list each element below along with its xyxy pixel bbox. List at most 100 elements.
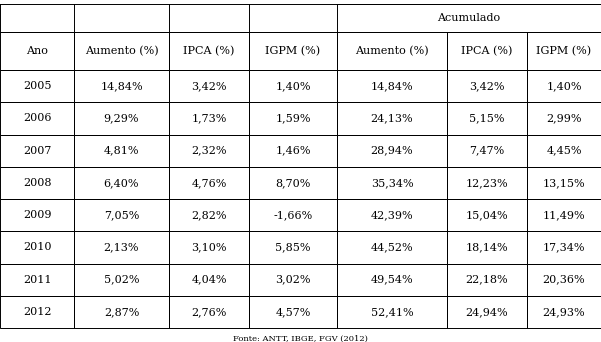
Text: 28,94%: 28,94% [371, 146, 413, 156]
Text: 1,73%: 1,73% [191, 114, 227, 123]
Bar [74, 263, 169, 296]
Bar [169, 296, 249, 328]
Bar [337, 296, 447, 328]
Bar [249, 102, 337, 134]
Bar [249, 263, 337, 296]
Bar [249, 167, 337, 199]
Bar [337, 32, 447, 70]
Text: 24,13%: 24,13% [371, 114, 413, 123]
Text: 15,04%: 15,04% [466, 210, 508, 220]
Text: Fonte: ANTT, IBGE, FGV (2012): Fonte: ANTT, IBGE, FGV (2012) [233, 335, 368, 342]
Bar [249, 32, 337, 70]
Bar [527, 231, 601, 263]
Text: 4,57%: 4,57% [275, 307, 311, 317]
Bar [527, 167, 601, 199]
Bar [527, 296, 601, 328]
Bar [0, 32, 74, 70]
Text: 5,02%: 5,02% [104, 275, 139, 285]
Bar [0, 231, 74, 263]
Text: 2,32%: 2,32% [191, 146, 227, 156]
Text: 2,82%: 2,82% [191, 210, 227, 220]
Text: 4,81%: 4,81% [104, 146, 139, 156]
Text: 14,84%: 14,84% [371, 81, 413, 91]
Text: Aumento (%): Aumento (%) [85, 46, 158, 56]
Text: 2009: 2009 [23, 210, 51, 220]
Text: IPCA (%): IPCA (%) [462, 46, 513, 56]
Text: 17,34%: 17,34% [543, 242, 585, 252]
Text: 2007: 2007 [23, 146, 51, 156]
Bar [527, 199, 601, 231]
Bar [527, 134, 601, 167]
Text: 4,04%: 4,04% [191, 275, 227, 285]
Text: 9,29%: 9,29% [104, 114, 139, 123]
Bar [0, 134, 74, 167]
Text: 5,85%: 5,85% [275, 242, 311, 252]
Text: 1,40%: 1,40% [275, 81, 311, 91]
Text: 3,02%: 3,02% [275, 275, 311, 285]
Bar [447, 70, 527, 102]
Text: 2,76%: 2,76% [191, 307, 227, 317]
Text: 8,70%: 8,70% [275, 178, 311, 188]
Text: 20,36%: 20,36% [543, 275, 585, 285]
Bar [74, 296, 169, 328]
Bar [74, 231, 169, 263]
Text: 1,46%: 1,46% [275, 146, 311, 156]
Bar [527, 70, 601, 102]
Text: 24,93%: 24,93% [543, 307, 585, 317]
Text: 35,34%: 35,34% [371, 178, 413, 188]
Text: Ano: Ano [26, 46, 48, 56]
Bar [249, 199, 337, 231]
Bar [337, 263, 447, 296]
Text: 2005: 2005 [23, 81, 51, 91]
Text: Aumento (%): Aumento (%) [355, 46, 429, 56]
Text: 11,49%: 11,49% [543, 210, 585, 220]
Text: 6,40%: 6,40% [104, 178, 139, 188]
Text: 2006: 2006 [23, 114, 51, 123]
Bar [447, 296, 527, 328]
Bar [447, 134, 527, 167]
Text: 1,40%: 1,40% [546, 81, 582, 91]
Text: IGPM (%): IGPM (%) [266, 46, 320, 56]
Bar [169, 70, 249, 102]
Bar [0, 199, 74, 231]
Text: 2,13%: 2,13% [104, 242, 139, 252]
Bar [337, 4, 601, 32]
Bar [169, 167, 249, 199]
Bar [447, 102, 527, 134]
Text: 49,54%: 49,54% [371, 275, 413, 285]
Bar [74, 32, 169, 70]
Text: 1,59%: 1,59% [275, 114, 311, 123]
Text: Acumulado: Acumulado [438, 13, 501, 23]
Bar [0, 296, 74, 328]
Text: -1,66%: -1,66% [273, 210, 313, 220]
Bar [447, 231, 527, 263]
Bar [169, 32, 249, 70]
Bar [447, 263, 527, 296]
Bar [249, 296, 337, 328]
Bar [169, 231, 249, 263]
Bar [74, 70, 169, 102]
Bar [337, 199, 447, 231]
Text: 52,41%: 52,41% [371, 307, 413, 317]
Text: 13,15%: 13,15% [543, 178, 585, 188]
Bar [447, 167, 527, 199]
Text: 2008: 2008 [23, 178, 51, 188]
Text: 22,18%: 22,18% [466, 275, 508, 285]
Text: 18,14%: 18,14% [466, 242, 508, 252]
Text: 2012: 2012 [23, 307, 51, 317]
Bar [169, 102, 249, 134]
Text: 5,15%: 5,15% [469, 114, 505, 123]
Text: 2011: 2011 [23, 275, 51, 285]
Bar [74, 199, 169, 231]
Text: 2,99%: 2,99% [546, 114, 582, 123]
Text: 2010: 2010 [23, 242, 51, 252]
Bar [0, 263, 74, 296]
Bar [249, 134, 337, 167]
Text: 3,42%: 3,42% [191, 81, 227, 91]
Text: 3,42%: 3,42% [469, 81, 505, 91]
Text: 3,10%: 3,10% [191, 242, 227, 252]
Bar [0, 167, 74, 199]
Bar [0, 102, 74, 134]
Bar [169, 134, 249, 167]
Bar [249, 231, 337, 263]
